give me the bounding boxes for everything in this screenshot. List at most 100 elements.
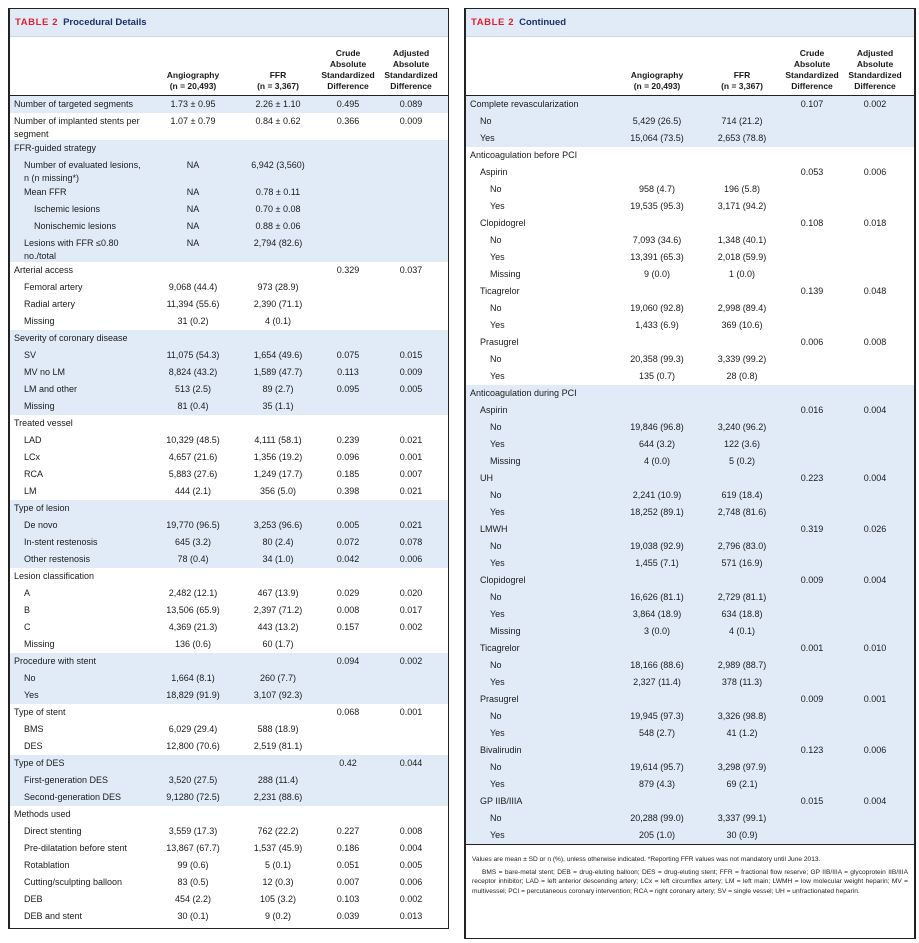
row-label: No	[490, 354, 502, 364]
table-row: SV 11,075 (54.3) 1,654 (49.6) 0.075 0.015	[10, 347, 448, 364]
table-body: Complete revascularization 0.107 0.002 No 5,…	[466, 96, 914, 844]
cell-angiography: 513 (2.5)	[174, 384, 212, 394]
row-label: DES	[24, 741, 43, 751]
table-row: LM and other 513 (2.5) 89 (2.7) 0.095 0.005	[10, 381, 448, 398]
cell-ffr: 2,748 (81.6)	[717, 507, 767, 517]
row-label: Ticagrelor	[480, 286, 520, 296]
row-label: Ischemic lesions	[34, 204, 101, 214]
cell-angiography: NA	[186, 204, 200, 214]
cell-crude-diff: 0.329	[336, 265, 360, 275]
row-label: LCx	[24, 452, 41, 462]
table-row: Ticagrelor 0.001 0.010	[466, 640, 914, 657]
table-row: Missing 136 (0.6) 60 (1.7)	[10, 636, 448, 653]
cell-ffr: 30 (0.9)	[726, 830, 758, 840]
row-label: DEB and stent	[24, 911, 83, 921]
row-label: Complete revascularization	[470, 99, 579, 109]
row-label: Pre-dilatation before stent	[24, 843, 128, 853]
table-row: Prasugrel 0.006 0.008	[466, 334, 914, 351]
cell-angiography: 2,327 (11.4)	[633, 677, 681, 687]
row-label: Ticagrelor	[480, 643, 520, 653]
row-label: Yes	[490, 779, 505, 789]
cell-ffr: 588 (18.9)	[257, 724, 299, 734]
cell-crude-diff: 0.007	[336, 877, 360, 887]
table-row: Ischemic lesions NA 0.70 ± 0.08	[10, 201, 448, 218]
table-row: C 4,369 (21.3) 443 (13.2) 0.157 0.002	[10, 619, 448, 636]
cell-angiography: 879 (4.3)	[638, 779, 676, 789]
cell-ffr: 89 (2.7)	[262, 384, 294, 394]
table-row: No 19,846 (96.8) 3,240 (96.2)	[466, 419, 914, 436]
cell-ffr: 1,589 (47.7)	[253, 367, 303, 377]
row-label: Arterial access	[14, 265, 74, 275]
table-row: Cutting/sculpting balloon 83 (0.5) 12 (0.3…	[10, 874, 448, 891]
cell-adjusted-diff: 0.002	[399, 894, 423, 904]
cell-ffr: 60 (1.7)	[262, 639, 294, 649]
cell-crude-diff: 0.239	[336, 435, 360, 445]
cell-angiography: 1,664 (8.1)	[171, 673, 215, 683]
cell-angiography: 18,252 (89.1)	[630, 507, 684, 517]
cell-ffr: 571 (16.9)	[721, 558, 763, 568]
cell-ffr: 6,942 (3,560)	[251, 160, 305, 170]
row-group: Lesion classification A 2,482 (12.1) 467 (1…	[10, 568, 448, 653]
cell-ffr: 378 (11.3)	[721, 677, 763, 687]
cell-ffr: 9 (0.2)	[264, 911, 291, 921]
row-label: Femoral artery	[24, 282, 83, 292]
table-row: Second-generation DES 9,1280 (72.5) 2,231 …	[10, 789, 448, 806]
cell-adjusted-diff: 0.026	[863, 524, 887, 534]
cell-crude-diff: 0.029	[336, 588, 360, 598]
table-row: Missing 31 (0.2) 4 (0.1)	[10, 313, 448, 330]
cell-ffr: 1,348 (40.1)	[717, 235, 767, 245]
table-row: No 958 (4.7) 196 (5.8)	[466, 181, 914, 198]
cell-angiography: 444 (2.1)	[174, 486, 212, 496]
table-row: De novo 19,770 (96.5) 3,253 (96.6) 0.005 0.0…	[10, 517, 448, 534]
row-group: Anticoagulation during PCI Aspirin 0.016 0.…	[466, 385, 914, 844]
cell-ffr: 0.88 ± 0.06	[255, 221, 301, 231]
table-row: Lesions with FFR ≤0.80 no./total NA 2,794 …	[10, 235, 448, 262]
row-label: Missing	[490, 626, 521, 636]
cell-crude-diff: 0.366	[336, 116, 360, 126]
table-row-category: Type of lesion	[10, 500, 448, 517]
table-header: Angiography (n = 20,493) FFR (n = 3,367)…	[10, 37, 448, 96]
cell-adjusted-diff: 0.006	[863, 745, 887, 755]
row-label: Yes	[490, 439, 505, 449]
cell-angiography: 19,945 (97.3)	[630, 711, 684, 721]
cell-angiography: 7,093 (34.6)	[632, 235, 682, 245]
table-row: LCx 4,657 (21.6) 1,356 (19.2) 0.096 0.001	[10, 449, 448, 466]
cell-adjusted-diff: 0.002	[863, 99, 887, 109]
row-label: Anticoagulation during PCI	[470, 388, 577, 398]
row-label: First-generation DES	[24, 775, 109, 785]
cell-ffr: 1,356 (19.2)	[253, 452, 303, 462]
cell-crude-diff: 0.103	[336, 894, 360, 904]
table-body: Number of targeted segments 1.73 ± 0.95 2.…	[10, 96, 448, 925]
cell-angiography: 3 (0.0)	[643, 626, 670, 636]
row-label: Methods used	[14, 809, 71, 819]
cell-adjusted-diff: 0.017	[399, 605, 423, 615]
table-row: MV no LM 8,824 (43.2) 1,589 (47.7) 0.113 0.0…	[10, 364, 448, 381]
table-row: DES 12,800 (70.6) 2,519 (81.1)	[10, 738, 448, 755]
cell-ffr: 3,253 (96.6)	[253, 520, 303, 530]
table-row: Nonischemic lesions NA 0.88 ± 0.06	[10, 218, 448, 235]
table-row-category: Procedure with stent 0.094 0.002	[10, 653, 448, 670]
cell-ffr: 634 (18.8)	[721, 609, 763, 619]
cell-angiography: 3,864 (18.9)	[632, 609, 682, 619]
col-header-ffr: FFR (n = 3,367)	[257, 70, 299, 91]
row-label: Yes	[490, 507, 505, 517]
table-row: Yes 135 (0.7) 28 (0.8)	[466, 368, 914, 385]
cell-ffr: 260 (7.7)	[259, 673, 297, 683]
table-procedural-details: TABLE 2 Procedural Details Angiography (n…	[8, 8, 449, 929]
row-label: Rotablation	[24, 860, 70, 870]
table-row: UH 0.223 0.004	[466, 470, 914, 487]
cell-adjusted-diff: 0.021	[399, 435, 423, 445]
row-label: Cutting/sculpting balloon	[24, 877, 123, 887]
row-label: Yes	[490, 609, 505, 619]
row-label: Bivalirudin	[480, 745, 522, 755]
cell-adjusted-diff: 0.005	[399, 384, 423, 394]
table-row-category: Treated vessel	[10, 415, 448, 432]
row-label: Yes	[490, 201, 505, 211]
row-label: No	[490, 592, 502, 602]
cell-angiography: 20,358 (99.3)	[630, 354, 684, 364]
footnote: Values are mean ± SD or n (%), unless ot…	[472, 856, 821, 863]
table-row: No 20,358 (99.3) 3,339 (99.2)	[466, 351, 914, 368]
cell-ffr: 28 (0.8)	[726, 371, 758, 381]
row-label: Anticoagulation before PCI	[470, 150, 578, 160]
table-row: Yes 3,864 (18.9) 634 (18.8)	[466, 606, 914, 623]
